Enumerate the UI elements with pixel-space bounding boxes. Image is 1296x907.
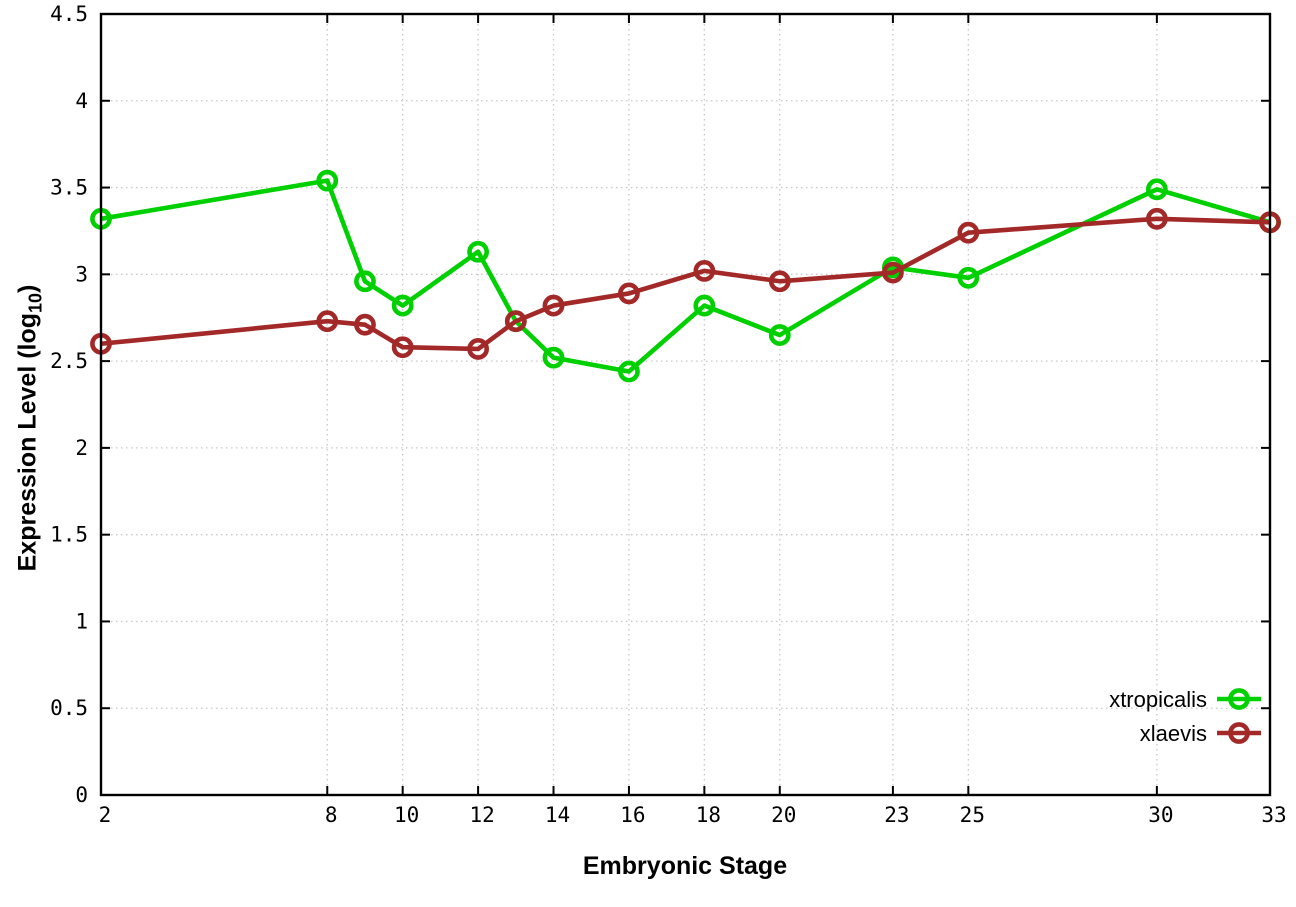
data-point-marker bbox=[354, 270, 376, 293]
tick-labels: 2 8 10 12 14 16 18 20 23 25 30 33 0 0.5 1 1.5 2 2.5 3 3.5 4 4… bbox=[50, 2, 1287, 827]
data-point-marker bbox=[391, 336, 414, 359]
x-tick-label: 2 bbox=[99, 803, 112, 827]
data-point-marker bbox=[768, 324, 791, 346]
y-tick-label: 1 bbox=[75, 609, 88, 633]
y-tick-label: 2.5 bbox=[50, 349, 88, 373]
x-tick-label: 8 bbox=[325, 803, 338, 827]
data-point-marker bbox=[316, 169, 339, 192]
data-point-marker bbox=[618, 360, 640, 383]
x-tick-label: 18 bbox=[696, 803, 721, 827]
data-point-marker bbox=[391, 294, 414, 317]
data-point-marker bbox=[693, 294, 716, 317]
x-tick-label: 16 bbox=[620, 803, 645, 827]
legend-label-xtropicalis: xtropicalis bbox=[1109, 687, 1207, 712]
y-axis-title-subscript: 10 bbox=[25, 292, 46, 313]
y-tick-label: 0 bbox=[75, 783, 88, 807]
legend-sample-marker bbox=[1228, 688, 1250, 710]
series-xlaevis bbox=[90, 207, 1281, 360]
data-point-marker bbox=[316, 310, 339, 333]
x-tick-label: 33 bbox=[1261, 803, 1286, 827]
y-axis-title-main: Expression Level (log bbox=[13, 312, 42, 572]
x-tick-label: 14 bbox=[545, 803, 570, 827]
legend: xtropicalis xlaevis bbox=[1109, 687, 1261, 746]
data-point-marker bbox=[354, 313, 376, 336]
y-axis-title: Expression Level (log10) bbox=[14, 285, 47, 572]
data-point-marker bbox=[957, 266, 980, 289]
x-tick-label: 25 bbox=[960, 803, 985, 827]
data-point-marker bbox=[467, 338, 489, 360]
data-point-marker bbox=[693, 259, 716, 282]
x-tick-label: 12 bbox=[469, 803, 494, 827]
legend-sample-marker bbox=[1228, 722, 1250, 744]
y-tick-label: 3.5 bbox=[50, 176, 88, 200]
gridlines bbox=[100, 13, 1271, 796]
y-tick-label: 4.5 bbox=[50, 2, 88, 26]
data-point-marker bbox=[882, 261, 904, 284]
x-tick-label: 20 bbox=[771, 803, 796, 827]
data-point-marker bbox=[504, 310, 527, 333]
data-point-marker bbox=[618, 282, 640, 305]
x-tick-label: 10 bbox=[394, 803, 419, 827]
legend-label-xlaevis: xlaevis bbox=[1140, 721, 1207, 746]
y-tick-label: 0.5 bbox=[50, 696, 88, 720]
data-point-marker bbox=[1145, 207, 1168, 230]
data-point-marker bbox=[467, 240, 489, 263]
x-tick-label: 30 bbox=[1148, 803, 1173, 827]
y-tick-label: 3 bbox=[75, 262, 88, 286]
data-point-marker bbox=[542, 346, 565, 369]
y-axis-title-suffix: ) bbox=[13, 284, 42, 293]
plot-border bbox=[99, 12, 1272, 797]
data-point-marker bbox=[542, 294, 565, 317]
data-point-marker bbox=[768, 270, 791, 293]
y-tick-label: 1.5 bbox=[50, 523, 88, 547]
tick-marks bbox=[100, 13, 1271, 796]
y-tick-label: 4 bbox=[75, 89, 88, 113]
data-point-marker bbox=[957, 221, 980, 244]
y-tick-label: 2 bbox=[75, 436, 88, 460]
series-line bbox=[100, 216, 1271, 352]
x-tick-label: 23 bbox=[884, 803, 909, 827]
x-axis-title: Embryonic Stage bbox=[582, 852, 788, 880]
data-point-marker bbox=[1145, 178, 1168, 201]
